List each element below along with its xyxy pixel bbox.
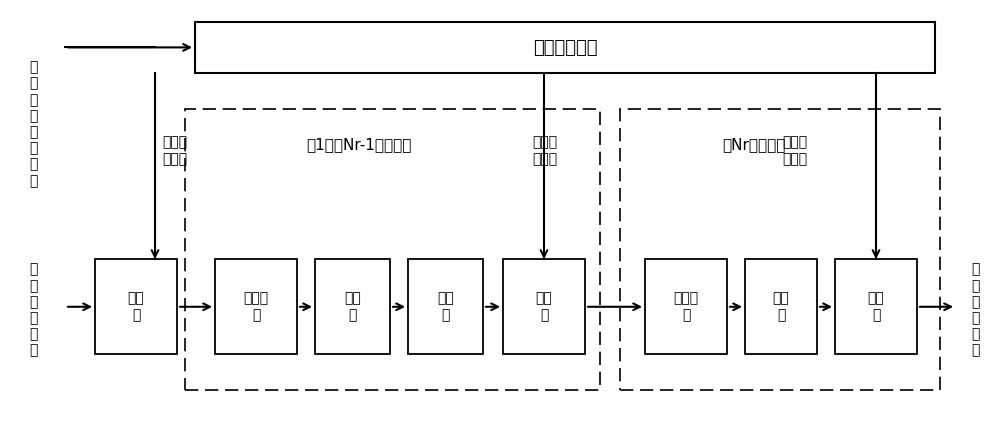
Text: 密钥
加: 密钥 加 [536,291,552,322]
Text: 字节替
换: 字节替 换 [243,291,269,322]
Text: 第Nr轮轮变换: 第Nr轮轮变换 [723,137,786,152]
Text: 密钥输
入端口: 密钥输 入端口 [532,136,558,166]
Bar [315,259,390,354]
Bar [185,109,600,390]
Bar [503,259,585,354]
Text: 密钥扩展单元: 密钥扩展单元 [533,39,597,57]
Bar [95,259,177,354]
Text: 密钥
加: 密钥 加 [128,291,144,322]
Bar [195,22,935,73]
Bar [408,259,483,354]
Text: 行移
位: 行移 位 [344,291,361,322]
Text: 列混
合: 列混 合 [437,291,454,322]
Text: 密钥
加: 密钥 加 [868,291,884,322]
Text: 密
文
输
出
端
口: 密 文 输 出 端 口 [971,263,979,358]
Text: 密钥输
入端口: 密钥输 入端口 [162,136,188,166]
Bar [215,259,297,354]
Bar [835,259,917,354]
Bar [620,109,940,390]
Text: 字节替
换: 字节替 换 [673,291,699,322]
Text: 第1至第Nr-1轮轮变换: 第1至第Nr-1轮轮变换 [307,137,412,152]
Bar [645,259,727,354]
Text: 初
始
密
钥
输
入
端
口: 初 始 密 钥 输 入 端 口 [29,60,37,188]
Text: 行移
位: 行移 位 [773,291,789,322]
Bar [745,259,817,354]
Text: 密钥输
入端口: 密钥输 入端口 [782,136,808,166]
Text: 明
文
输
入
端
口: 明 文 输 入 端 口 [29,263,37,358]
